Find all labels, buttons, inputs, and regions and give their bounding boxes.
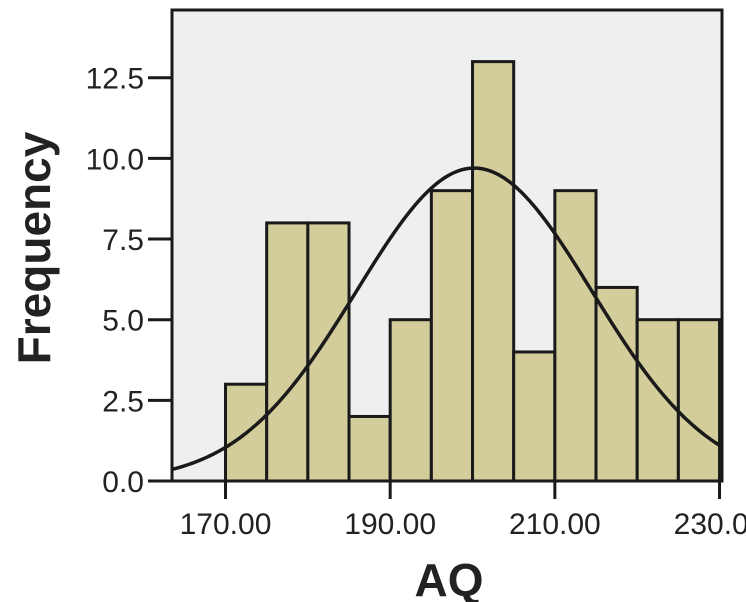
y-tick-label: 10.0 (86, 143, 144, 176)
histogram-bar (676, 318, 722, 483)
plot-frame (170, 8, 724, 483)
y-axis: 0.0 2.5 5.0 7.5 10.0 12.5 (86, 63, 172, 499)
histogram-bar (306, 221, 351, 483)
histogram-bar (512, 350, 557, 483)
x-axis-title: AQ (415, 554, 484, 602)
y-tick-label: 0.0 (102, 466, 144, 499)
histogram-bar (388, 318, 433, 483)
x-axis: 170.00 190.00 210.00 230.00 (180, 481, 746, 541)
y-tick-label: 5.0 (102, 305, 144, 338)
histogram-bar (429, 189, 475, 483)
histogram-bar (635, 318, 680, 483)
x-tick-label: 230.00 (674, 508, 746, 541)
x-tick-label: 170.00 (180, 508, 272, 541)
y-tick-label: 2.5 (102, 385, 144, 418)
bars-group (224, 60, 722, 483)
y-axis-title: Frequency (8, 131, 60, 364)
histogram-bar (553, 189, 598, 483)
y-tick-label: 7.5 (102, 224, 144, 257)
x-tick-label: 190.00 (344, 508, 436, 541)
y-tick-label: 12.5 (86, 63, 144, 96)
histogram-bar (347, 414, 392, 483)
x-tick-label: 210.00 (509, 508, 601, 541)
histogram-bar (471, 60, 516, 483)
histogram-bar (594, 285, 639, 483)
normal-curve-line (171, 166, 723, 472)
histogram-bar (265, 221, 310, 483)
